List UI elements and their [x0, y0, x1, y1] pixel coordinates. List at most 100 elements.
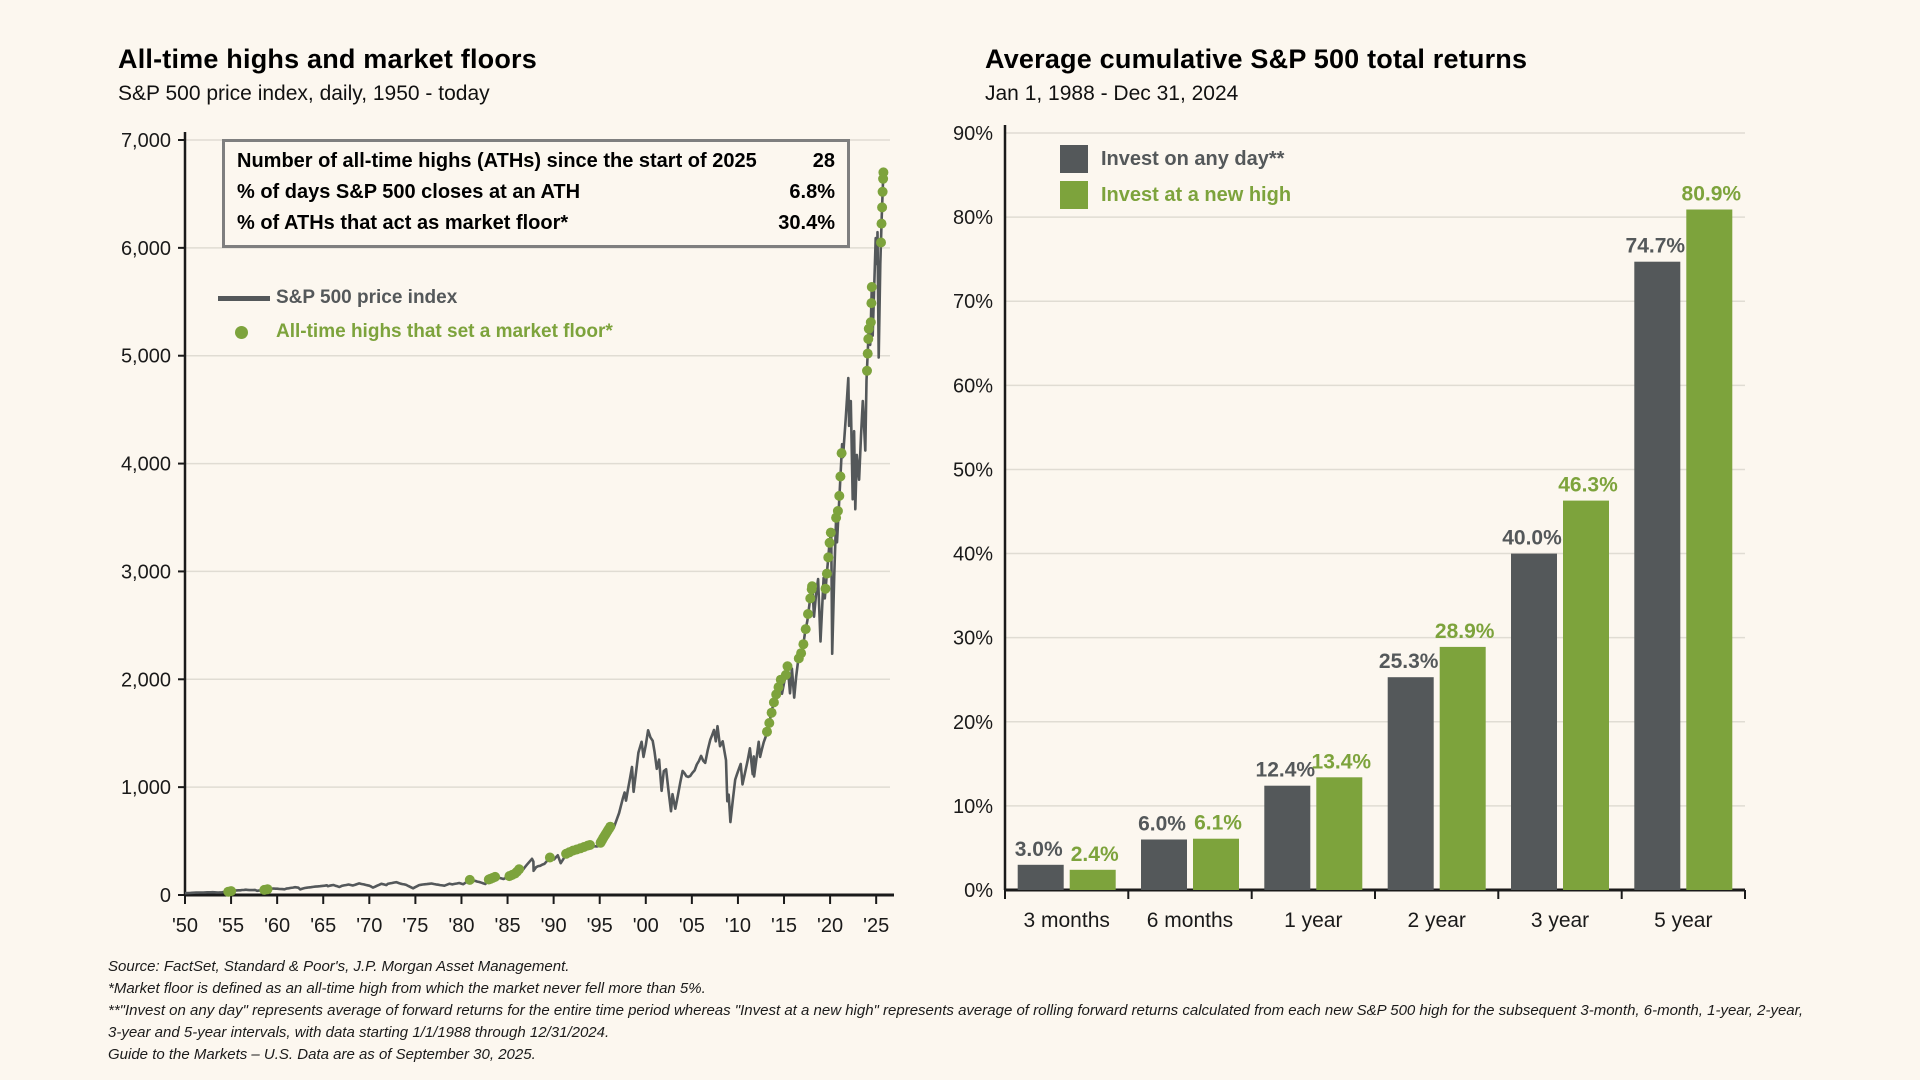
footnotes: Source: FactSet, Standard & Poor's, J.P.… — [108, 956, 1803, 1066]
legend-item-price-index: S&P 500 price index — [218, 283, 613, 313]
stat-value-floor-pct: 30.4% — [778, 212, 835, 234]
bar-value-any-day: 6.0% — [1138, 813, 1186, 836]
category-label: 6 months — [1147, 909, 1233, 932]
bar-invest-any-day — [1387, 677, 1434, 890]
ath-market-floor-dot — [863, 334, 874, 344]
legend-item-market-floor: All-time highs that set a market floor* — [218, 317, 613, 347]
gray-square-swatch-icon — [1060, 145, 1088, 173]
footnote-methodology: **"Invest on any day" represents average… — [108, 1002, 1803, 1019]
ath-stats-box: Number of all-time highs (ATHs) since th… — [222, 139, 850, 248]
left-x-tick-label: '90 — [541, 915, 567, 937]
bar-invest-new-high — [1193, 838, 1239, 890]
left-x-tick-label: '60 — [264, 915, 290, 937]
right-chart-subtitle: Jan 1, 1988 - Dec 31, 2024 — [985, 82, 1239, 105]
left-y-tick-label: 2,000 — [121, 669, 171, 691]
stat-label-floor-pct: % of ATHs that act as market floor* — [237, 212, 569, 234]
bar-value-new-high: 13.4% — [1312, 750, 1372, 773]
bar-value-any-day: 12.4% — [1256, 759, 1316, 782]
ath-market-floor-dot — [876, 237, 886, 248]
left-x-tick-label: '65 — [310, 915, 336, 937]
stats-row: % of days S&P 500 closes at an ATH 6.8% — [237, 177, 835, 208]
stat-value-ath-count: 28 — [812, 150, 835, 172]
sp500-price-line — [184, 171, 885, 895]
line-swatch-icon — [218, 295, 270, 301]
bar-invest-any-day — [1634, 261, 1681, 890]
stat-value-ath-days-pct: 6.8% — [789, 181, 835, 203]
left-y-tick-label: 7,000 — [121, 130, 171, 152]
footnote-methodology-cont: 3-year and 5-year intervals, with data s… — [108, 1024, 610, 1041]
bar-invest-any-day — [1511, 553, 1557, 890]
category-label: 1 year — [1284, 909, 1342, 932]
left-x-tick-label: '85 — [495, 915, 521, 937]
green-square-swatch-icon — [1060, 181, 1088, 209]
bar-invest-new-high — [1686, 209, 1733, 890]
left-x-tick-label: '70 — [356, 915, 382, 937]
stats-row: % of ATHs that act as market floor* 30.4… — [237, 208, 835, 239]
left-chart-title: All-time highs and market floors — [118, 44, 537, 74]
left-chart-legend: S&P 500 price index All-time highs that … — [218, 283, 613, 351]
ath-market-floor-dot — [878, 167, 889, 178]
ath-market-floor-dot — [824, 537, 835, 548]
left-x-tick-label: '15 — [771, 915, 797, 937]
ath-market-floor-dot — [821, 568, 832, 579]
right-y-tick-label: 90% — [953, 125, 993, 145]
category-label: 5 year — [1654, 909, 1712, 932]
right-y-tick-label: 80% — [953, 207, 993, 229]
ath-market-floor-dot — [800, 624, 811, 635]
bar-value-any-day: 40.0% — [1502, 527, 1562, 550]
bar-invest-new-high — [1316, 777, 1363, 890]
ath-market-floor-dot — [766, 707, 777, 718]
ath-market-floor-dot — [764, 718, 775, 728]
left-x-tick-label: '55 — [218, 915, 244, 937]
legend-label-new-high: Invest at a new high — [1101, 183, 1292, 206]
left-x-tick-label: '75 — [402, 915, 428, 937]
bar-invest-any-day — [1264, 785, 1311, 890]
legend-item-any-day: Invest on any day** — [1060, 144, 1291, 174]
ath-market-floor-dot — [514, 864, 525, 875]
stat-label-ath-days-pct: % of days S&P 500 closes at an ATH — [237, 181, 581, 203]
ath-market-floor-dot — [865, 317, 876, 328]
ath-market-floor-dot — [490, 871, 501, 882]
ath-market-floor-dot — [805, 593, 816, 604]
right-y-tick-label: 20% — [953, 712, 993, 734]
left-x-tick-label: '80 — [448, 915, 474, 937]
footnote-gtm-date: Guide to the Markets – U.S. Data are as … — [108, 1046, 536, 1063]
ath-line-chart: 7,000 6,000 5,000 4,000 3,000 2,000 1,000 0'50 '… — [121, 130, 894, 937]
ath-market-floor-dot — [862, 365, 872, 376]
right-y-tick-label: 10% — [953, 796, 993, 818]
ath-market-floor-dot — [825, 527, 836, 538]
ath-market-floor-dot — [544, 852, 555, 863]
ath-market-floor-dot — [820, 583, 831, 594]
bar-invest-new-high — [1069, 869, 1116, 890]
right-y-tick-label: 60% — [953, 375, 993, 397]
right-y-tick-label: 0% — [964, 880, 993, 902]
ath-market-floor-dot — [836, 448, 847, 459]
ath-market-floor-dot — [866, 282, 877, 292]
ath-market-floor-dot — [876, 218, 887, 229]
right-y-tick-label: 30% — [953, 628, 993, 650]
category-label: 2 year — [1408, 909, 1466, 932]
bar-invest-any-day — [1141, 839, 1187, 890]
left-x-tick-label: '50 — [172, 915, 198, 937]
bar-value-new-high: 46.3% — [1558, 474, 1618, 497]
footnote-market-floor: *Market floor is defined as an all-time … — [108, 980, 706, 997]
left-y-tick-label: 6,000 — [121, 238, 171, 260]
ath-market-floor-dot — [262, 884, 273, 895]
ath-market-floor-dot — [877, 186, 888, 197]
legend-item-new-high: Invest at a new high — [1060, 180, 1291, 210]
ath-market-floor-dot — [605, 821, 616, 832]
ath-market-floor-dot — [762, 726, 772, 737]
stat-label-ath-count: Number of all-time highs (ATHs) since th… — [237, 150, 757, 172]
ath-market-floor-dot — [877, 202, 888, 213]
left-x-tick-label: '05 — [679, 915, 705, 937]
bar-value-new-high: 6.1% — [1194, 812, 1242, 835]
category-label: 3 year — [1531, 909, 1589, 932]
ath-market-floor-dot — [226, 886, 237, 897]
ath-market-floor-dot — [782, 661, 793, 672]
left-y-tick-label: 4,000 — [121, 454, 171, 476]
ath-market-floor-dot — [780, 669, 791, 680]
ath-market-floor-dot — [803, 609, 813, 619]
legend-label-market-floor: All-time highs that set a market floor* — [276, 321, 613, 342]
left-x-tick-label: '20 — [817, 915, 843, 937]
ath-market-floor-dot — [464, 874, 475, 885]
